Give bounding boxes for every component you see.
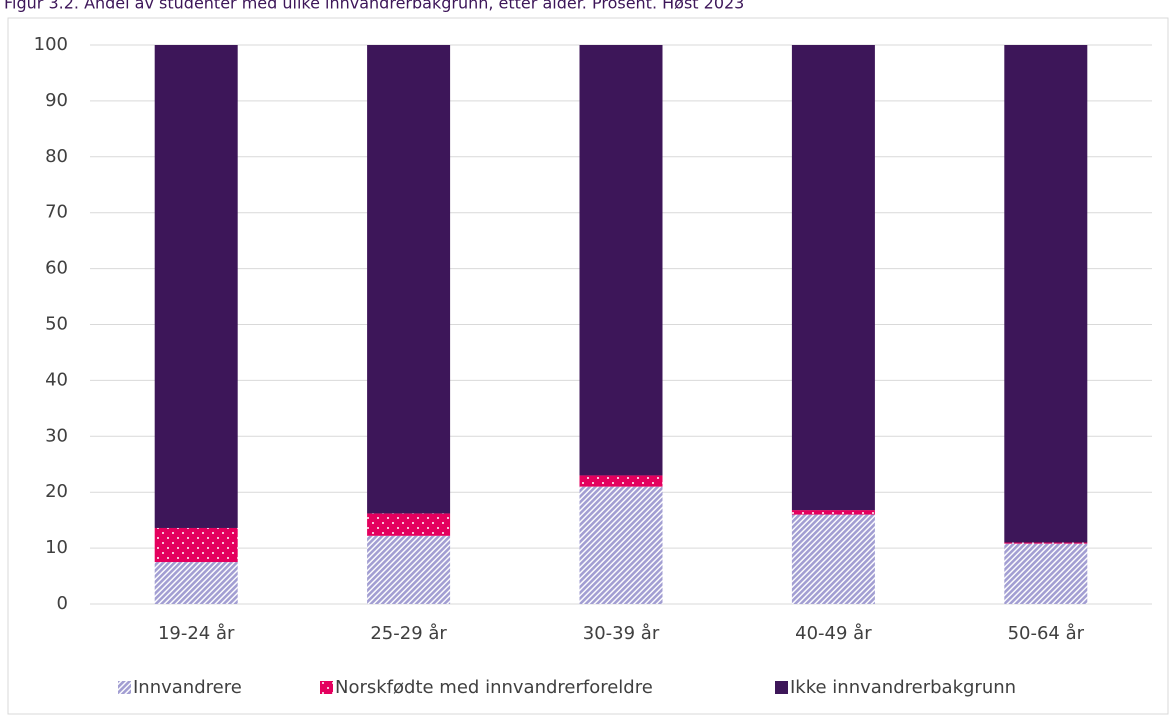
- y-tick-label: 40: [45, 369, 68, 390]
- y-tick-label: 20: [45, 481, 68, 502]
- legend-label: Innvandrere: [133, 677, 242, 698]
- x-tick-label: 50-64 år: [1008, 623, 1085, 644]
- y-tick-label: 80: [45, 146, 68, 167]
- bar-segment: [1004, 45, 1088, 543]
- bar-segment: [1004, 543, 1088, 604]
- y-tick-label: 70: [45, 202, 68, 223]
- bar-segment: [154, 527, 238, 563]
- legend-swatch: [118, 681, 131, 694]
- chart-border: [7, 17, 1169, 715]
- y-tick-label: 30: [45, 425, 68, 446]
- bar-segment: [791, 514, 875, 604]
- y-tick-label: 0: [57, 593, 68, 614]
- bar-segment: [791, 45, 875, 511]
- bar-segment: [579, 486, 663, 604]
- bar-segment: [367, 45, 451, 514]
- bar-segment: [579, 475, 663, 487]
- bar-segment: [579, 45, 663, 476]
- x-tick-label: 30-39 år: [583, 623, 660, 644]
- x-tick-label: 40-49 år: [795, 623, 872, 644]
- bar-segment: [154, 45, 238, 528]
- legend-label: Norskfødte med innvandrerforeldre: [335, 677, 653, 698]
- legend-swatch: [320, 681, 333, 694]
- y-tick-label: 10: [45, 537, 68, 558]
- bar-segment: [154, 562, 238, 604]
- bar-segment: [791, 510, 875, 515]
- legend-label: Ikke innvandrerbakgrunn: [790, 677, 1016, 698]
- y-tick-label: 90: [45, 90, 68, 111]
- chart-title: Figur 3.2. Andel av studenter med ulike …: [4, 0, 744, 13]
- y-tick-label: 100: [34, 34, 68, 55]
- bar-segment: [367, 535, 451, 604]
- legend-swatch: [775, 681, 788, 694]
- y-tick-label: 60: [45, 258, 68, 279]
- y-tick-label: 50: [45, 314, 68, 335]
- x-tick-label: 25-29 år: [370, 623, 447, 644]
- x-tick-label: 19-24 år: [158, 623, 235, 644]
- bar-segment: [367, 513, 451, 536]
- bar-segment: [1004, 542, 1088, 544]
